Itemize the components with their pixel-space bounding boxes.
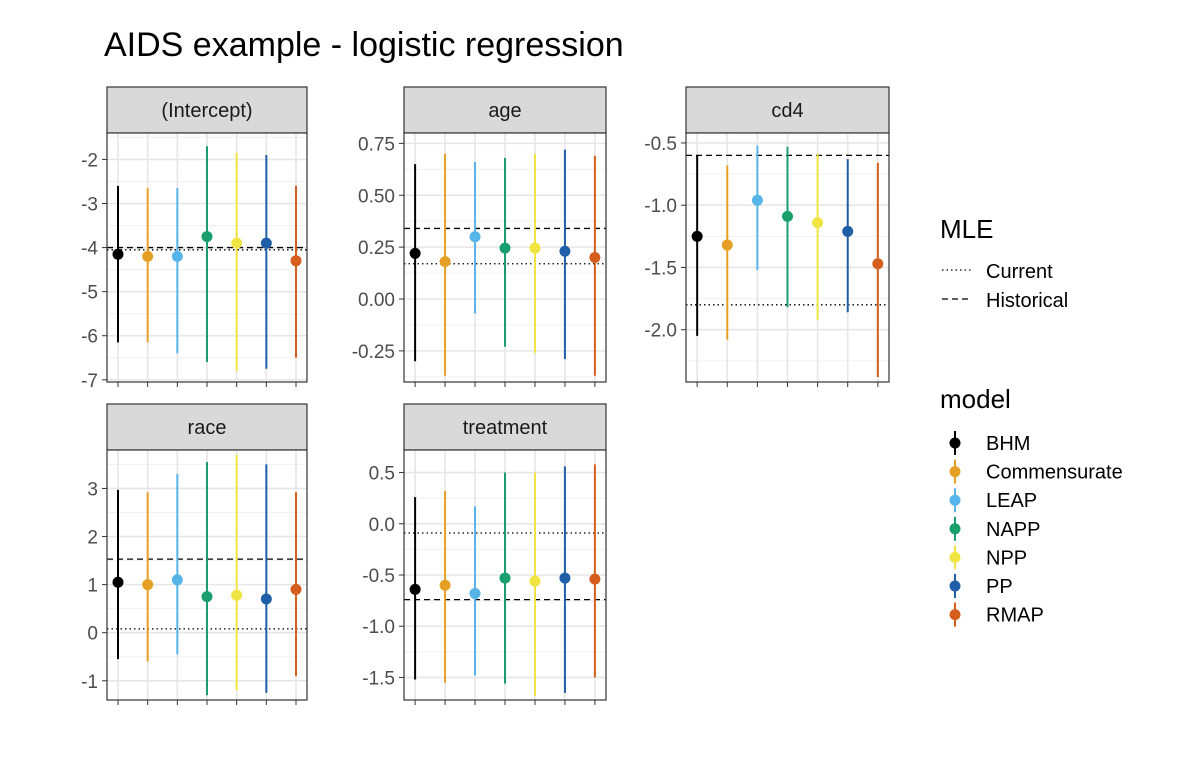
legend-label-current: Current <box>986 261 1053 283</box>
point-bhm <box>409 583 421 595</box>
legend-label-rmap: RMAP <box>986 605 1044 627</box>
y-tick-label: -0.25 <box>352 342 395 363</box>
y-tick-label: 1 <box>87 576 98 597</box>
point-commensurate <box>721 239 733 251</box>
point-pp <box>559 572 571 584</box>
y-tick-label: 2 <box>87 528 98 549</box>
facet-treatment: treatment 0.5 0.0 -0.5 -1.0 -1.5 <box>362 403 607 705</box>
point-commensurate <box>439 579 451 591</box>
point-pp <box>260 593 272 605</box>
legend-key-point-napp <box>949 523 961 535</box>
point-pp <box>559 245 571 257</box>
point-bhm <box>112 248 124 260</box>
chart-title: AIDS example - logistic regression <box>104 26 624 64</box>
point-npp <box>231 589 243 601</box>
facet-strip-label: cd4 <box>771 100 803 122</box>
y-tick-label: 3 <box>87 479 98 500</box>
point-commensurate <box>142 579 154 591</box>
y-tick-label: -5 <box>81 283 98 304</box>
y-tick-label: -1.0 <box>644 196 677 217</box>
y-tick-label: -2 <box>81 150 98 171</box>
legend-label-bhm: BHM <box>986 433 1030 455</box>
panel-border <box>685 132 890 383</box>
legend-label-commensurate: Commensurate <box>986 462 1123 484</box>
legend-key-point-npp <box>949 551 961 563</box>
legend-key-point-pp <box>949 580 961 592</box>
point-npp <box>812 217 824 229</box>
legend-key-point-rmap <box>949 609 961 621</box>
legend: MLE Current Historical model BHM Commensurate… <box>940 214 1123 627</box>
legend-key-point-commensurate <box>949 466 961 478</box>
panel-border <box>403 132 607 383</box>
y-tick-label: -2.0 <box>644 321 677 342</box>
point-pp <box>842 225 854 237</box>
point-leap <box>171 574 183 586</box>
y-tick-label: -1.5 <box>362 668 395 689</box>
y-tick-label: -0.5 <box>644 134 677 155</box>
facet-age: age 0.75 0.50 0.25 0.00 -0.25 <box>352 86 607 387</box>
legend-label-npp: NPP <box>986 547 1027 569</box>
y-tick-label: 0.0 <box>369 515 395 536</box>
y-tick-label: -3 <box>81 195 98 216</box>
point-commensurate <box>439 256 451 268</box>
y-tick-label: -0.5 <box>362 566 395 587</box>
facet-strip-label: race <box>188 417 227 439</box>
facet-race: race 3 2 1 0 -1 <box>81 403 308 705</box>
point-napp <box>201 231 213 243</box>
y-tick-label: -7 <box>81 371 98 392</box>
y-tick-label: -1 <box>81 672 98 693</box>
legend-label-historical: Historical <box>986 290 1068 312</box>
y-tick-label: 0.00 <box>358 290 395 311</box>
y-tick-label: 0.50 <box>358 186 395 207</box>
point-bhm <box>691 230 703 242</box>
facet-strip-label: age <box>488 100 521 122</box>
point-rmap <box>290 255 302 267</box>
y-tick-label: -1.5 <box>644 258 677 279</box>
panel-border <box>403 449 607 701</box>
y-tick-label: -1.0 <box>362 617 395 638</box>
point-rmap <box>589 252 601 263</box>
point-rmap <box>872 258 884 270</box>
legend-label-pp: PP <box>986 576 1013 598</box>
y-tick-label: -6 <box>81 327 98 348</box>
point-rmap <box>290 583 302 595</box>
legend-title-model: model <box>940 384 1011 414</box>
y-tick-label: 0.25 <box>358 238 395 259</box>
panel-border <box>106 449 308 701</box>
y-tick-label: -4 <box>81 239 98 260</box>
point-npp <box>231 237 243 249</box>
facet-strip-label: (Intercept) <box>161 100 252 122</box>
legend-key-point-bhm <box>949 437 961 449</box>
facet-strip <box>106 403 308 451</box>
legend-title-mle: MLE <box>940 214 993 244</box>
legend-key-point-leap <box>949 494 961 506</box>
point-leap <box>171 250 183 262</box>
facet-strip-label: treatment <box>463 417 548 439</box>
point-bhm <box>409 247 421 259</box>
facet--intercept-: (Intercept) -2 -3 -4 -5 -6 -7 <box>81 86 308 392</box>
facet-cd4: cd4 -0.5 -1.0 -1.5 -2.0 <box>644 86 890 387</box>
point-leap <box>469 587 481 599</box>
point-napp <box>782 210 793 222</box>
facet-strip <box>685 86 890 134</box>
point-leap <box>469 231 481 243</box>
point-napp <box>201 591 213 603</box>
point-bhm <box>112 576 124 588</box>
point-leap <box>751 194 763 206</box>
point-npp <box>529 242 541 254</box>
point-rmap <box>589 573 601 585</box>
facet-strip <box>106 86 308 134</box>
panel-border <box>106 132 308 383</box>
y-tick-label: 0.5 <box>369 464 395 485</box>
point-commensurate <box>142 250 154 262</box>
point-pp <box>260 237 272 249</box>
legend-label-napp: NAPP <box>986 519 1040 541</box>
point-napp <box>499 242 511 254</box>
y-tick-label: 0.75 <box>358 134 395 155</box>
point-npp <box>529 575 541 587</box>
point-napp <box>499 572 511 584</box>
legend-label-leap: LEAP <box>986 490 1037 512</box>
y-tick-label: 0 <box>87 624 98 645</box>
